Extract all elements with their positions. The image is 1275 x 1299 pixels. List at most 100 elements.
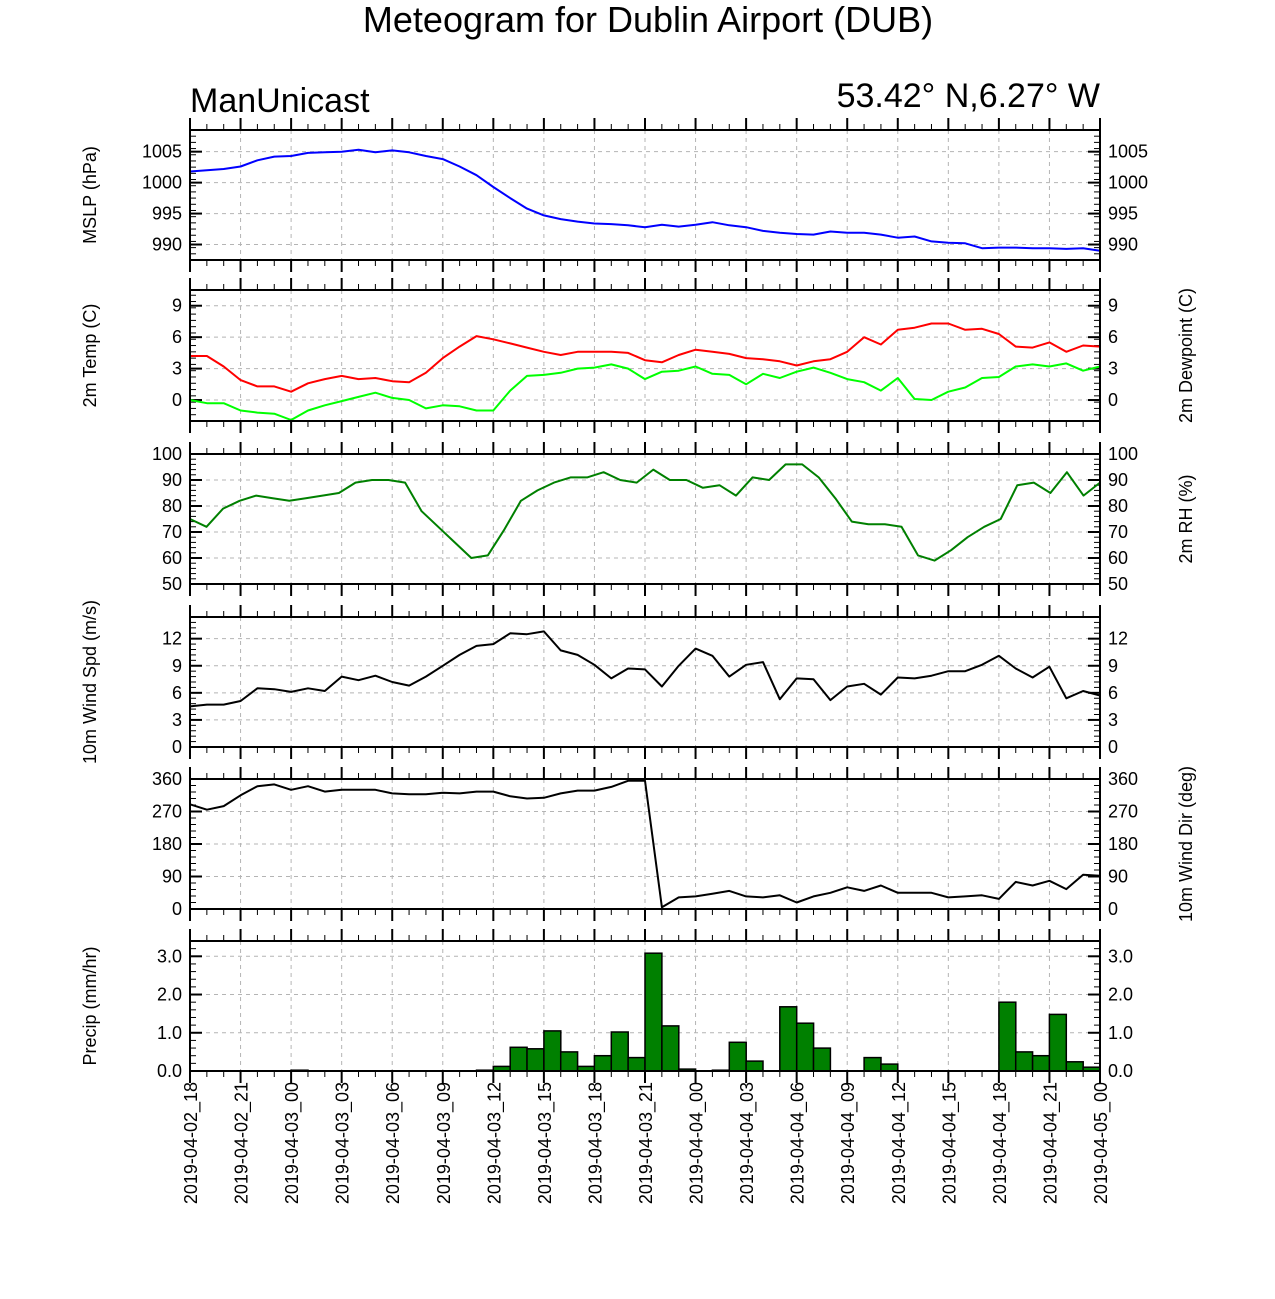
y-tick-label-left: 360 — [152, 769, 182, 789]
panel-wind_direction: 0 0 90 90 180 180 270 270 360 360 10m Wind Dir (de… — [152, 766, 1196, 922]
y-tick-label-right: 60 — [1108, 548, 1128, 568]
x-tick-label: 2019-04-04_15 — [939, 1082, 960, 1204]
y-tick-label-left: 0 — [172, 899, 182, 919]
precip-bar — [559, 1051, 579, 1072]
x-tick-label: 2019-04-02_21 — [232, 1082, 253, 1204]
precip-bar — [1014, 1051, 1034, 1072]
y-tick-label-right: 12 — [1108, 629, 1128, 649]
panel-frame — [189, 940, 1101, 1072]
precip-bar — [610, 1031, 629, 1072]
y-tick-label-right: 9 — [1108, 296, 1118, 316]
y-tick-label-left: 6 — [172, 327, 182, 347]
x-tick-label: 2019-04-03_18 — [585, 1082, 606, 1204]
y-tick-label-left: 90 — [162, 867, 182, 887]
panel-frame — [189, 129, 1101, 261]
y-tick-label-right: 50 — [1108, 574, 1128, 594]
y-tick-label-right: 3 — [1108, 359, 1118, 379]
y-tick-label-left: 270 — [152, 802, 182, 822]
y-tick-label-left: 1005 — [142, 142, 182, 162]
panel-rh: 50 50 60 60 70 70 80 80 90 90 100 100 2m RH (%) — [152, 442, 1196, 596]
panel-frame — [189, 616, 1101, 748]
x-tick-label: 2019-04-04_03 — [737, 1082, 758, 1204]
y-tick-label-right: 270 — [1108, 802, 1138, 822]
y-tick-label-right: 100 — [1108, 444, 1138, 464]
y-tick-label-right: 360 — [1108, 769, 1138, 789]
panel-precip: 0.0 0.0 1.0 1.0 2.0 2.0 3.0 3.0 Precip (mm/hr) — [80, 929, 1133, 1083]
y-tick-label-left: 9 — [172, 656, 182, 676]
y-tick-label-right: 90 — [1108, 470, 1128, 490]
precip-bar — [661, 1025, 680, 1072]
series-line-wind_speed-0 — [189, 630, 1101, 708]
x-tick-label: 2019-04-04_21 — [1040, 1082, 1061, 1204]
y-tick-label-left: 990 — [152, 235, 182, 255]
precip-bar — [812, 1047, 832, 1072]
precip-bar — [880, 1063, 899, 1072]
y-tick-label-left: 9 — [172, 296, 182, 316]
x-axis: 2019-04-02_18 2019-04-02_21 2019-04-03_00 2… — [181, 1082, 1112, 1204]
panel-wind_speed: 0 0 3 3 6 6 9 9 12 12 10m Wind Spd (m/s) — [80, 600, 1128, 764]
y-tick-label-left: 180 — [152, 834, 182, 854]
y-tick-label-right: 0 — [1108, 737, 1118, 757]
panel-frame — [189, 778, 1101, 910]
precip-bar — [644, 952, 663, 1072]
precip-bar — [863, 1056, 882, 1072]
precip-bar — [1031, 1054, 1051, 1072]
series-line-temperature-1 — [189, 362, 1101, 421]
y-axis-title-left: MSLP (hPa) — [80, 146, 100, 244]
y-tick-label-right: 1000 — [1108, 173, 1148, 193]
precip-bar — [526, 1048, 545, 1072]
series-line-temperature-0 — [190, 322, 1101, 393]
y-axis-title-right: 10m Wind Dir (deg) — [1176, 766, 1196, 922]
x-tick-label: 2019-04-04_06 — [788, 1082, 809, 1204]
panel-mslp: 990 990 995 995 1000 1000 1005 1005 MSLP (hPa) — [80, 118, 1148, 272]
y-tick-label-left: 3 — [172, 710, 182, 730]
y-tick-label-left: 50 — [162, 574, 182, 594]
x-tick-label: 2019-04-03_00 — [282, 1082, 303, 1204]
x-tick-label: 2019-04-04_18 — [990, 1082, 1011, 1204]
y-tick-label-left: 995 — [152, 204, 182, 224]
y-tick-label-left: 3.0 — [157, 946, 182, 966]
y-tick-label-right: 6 — [1108, 327, 1118, 347]
y-axis-title-left: 10m Wind Spd (m/s) — [80, 600, 100, 764]
y-tick-label-left: 0 — [172, 737, 182, 757]
y-tick-label-right: 90 — [1108, 867, 1128, 887]
y-tick-label-left: 6 — [172, 683, 182, 703]
x-tick-label: 2019-04-03_21 — [636, 1082, 657, 1204]
x-tick-label: 2019-04-02_18 — [181, 1082, 202, 1204]
y-tick-label-right: 995 — [1108, 204, 1138, 224]
y-tick-label-left: 70 — [162, 522, 182, 542]
y-axis-title-left: Precip (mm/hr) — [80, 946, 100, 1065]
y-tick-label-right: 2.0 — [1108, 985, 1133, 1005]
y-tick-label-right: 80 — [1108, 496, 1128, 516]
y-tick-label-right: 9 — [1108, 656, 1118, 676]
y-tick-label-left: 0.0 — [157, 1061, 182, 1081]
precip-bar — [745, 1060, 764, 1072]
precip-bar — [509, 1046, 528, 1072]
precip-bar — [998, 1001, 1017, 1072]
x-tick-label: 2019-04-04_00 — [687, 1082, 708, 1204]
y-tick-label-left: 60 — [162, 548, 182, 568]
precip-bar — [1065, 1061, 1084, 1072]
precip-bar — [728, 1041, 747, 1072]
y-tick-label-left: 3 — [172, 359, 182, 379]
series-line-mslp-0 — [189, 148, 1101, 252]
precip-bar — [779, 1006, 798, 1072]
x-tick-label: 2019-04-04_12 — [889, 1082, 910, 1204]
x-tick-label: 2019-04-04_09 — [838, 1082, 859, 1204]
x-tick-label: 2019-04-03_15 — [535, 1082, 556, 1204]
left-subtitle: ManUnicast — [190, 82, 370, 120]
y-tick-label-right: 6 — [1108, 683, 1118, 703]
precip-bar — [627, 1056, 646, 1072]
series-line-rh-0 — [189, 463, 1101, 562]
panel-frame — [189, 453, 1101, 585]
y-tick-label-left: 1000 — [142, 173, 182, 193]
y-tick-label-left: 2.0 — [157, 985, 182, 1005]
precip-bar — [543, 1030, 562, 1072]
y-tick-label-right: 70 — [1108, 522, 1128, 542]
y-tick-label-left: 100 — [152, 444, 182, 464]
panel-frame — [189, 289, 1101, 422]
y-axis-title-right: 2m RH (%) — [1176, 475, 1196, 564]
y-axis-title-right: 2m Dewpoint (C) — [1176, 288, 1196, 423]
y-tick-label-right: 3.0 — [1108, 946, 1133, 966]
